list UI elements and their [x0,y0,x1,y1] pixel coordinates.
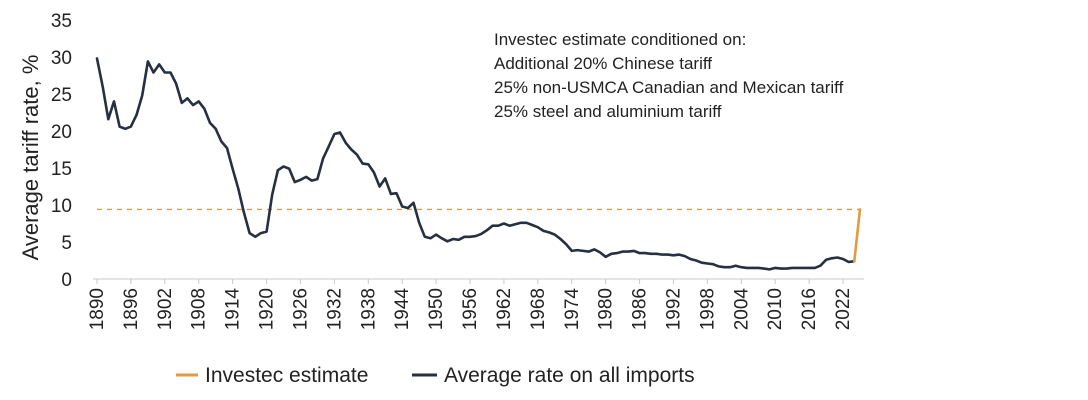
series-line-investec-estimate [852,208,862,263]
x-tick-label: 1920 [257,288,278,330]
y-tick-label: 10 [51,196,72,217]
x-tick-label: 1980 [596,288,617,330]
x-tick-label: 1950 [426,288,447,330]
x-tick-label: 1938 [358,288,379,330]
y-tick-label: 5 [61,233,72,254]
x-tick-label: 1986 [630,288,651,330]
y-axis: 0 5 10 15 20 25 30 35 [51,11,72,291]
y-tick-label: 20 [51,122,72,143]
y-tick-label: 15 [51,159,72,180]
annotation-line: 25% non-USMCA Canadian and Mexican tarif… [494,78,844,97]
x-tick-label: 2010 [765,288,786,330]
x-tick-label: 1992 [663,288,684,330]
x-axis: 1890 1896 1902 1908 1914 1920 1926 1932 1938 1944… [87,278,864,331]
legend-label-average-rate: Average rate on all imports [444,364,695,387]
x-tick-label: 1962 [494,288,515,330]
x-tick-label: 2004 [731,288,752,331]
y-axis-label: Average tariff rate, % [18,55,43,261]
legend: Investec estimate Average rate on all im… [176,364,695,387]
x-tick-label: 1932 [324,288,345,330]
x-tick-label: 1926 [290,288,311,330]
x-tick-label: 2016 [799,288,820,330]
y-tick-label: 25 [51,85,72,106]
annotation-text: Investec estimate conditioned on: Additi… [494,30,844,121]
x-tick-label: 1890 [87,288,108,330]
y-tick-label: 0 [61,270,72,291]
x-tick-label: 1998 [697,288,718,330]
x-tick-label: 1914 [223,288,244,331]
x-tick-label: 1944 [392,288,413,331]
annotation-line: Investec estimate conditioned on: [494,30,746,49]
annotation-line: 25% steel and aluminium tariff [494,102,722,121]
x-tick-label: 1896 [121,288,142,330]
y-tick-label: 35 [51,11,72,32]
x-tick-label: 1974 [562,288,583,331]
series-line-average-rate [95,57,856,271]
x-tick-label: 1908 [189,288,210,330]
x-tick-label: 1956 [460,288,481,330]
y-tick-label: 30 [51,48,72,69]
x-tick-label: 2022 [833,288,854,330]
x-tick-label: 1968 [528,288,549,330]
legend-label-investec-estimate: Investec estimate [205,364,368,387]
annotation-line: Additional 20% Chinese tariff [494,54,712,73]
x-tick-label: 1902 [155,288,176,330]
